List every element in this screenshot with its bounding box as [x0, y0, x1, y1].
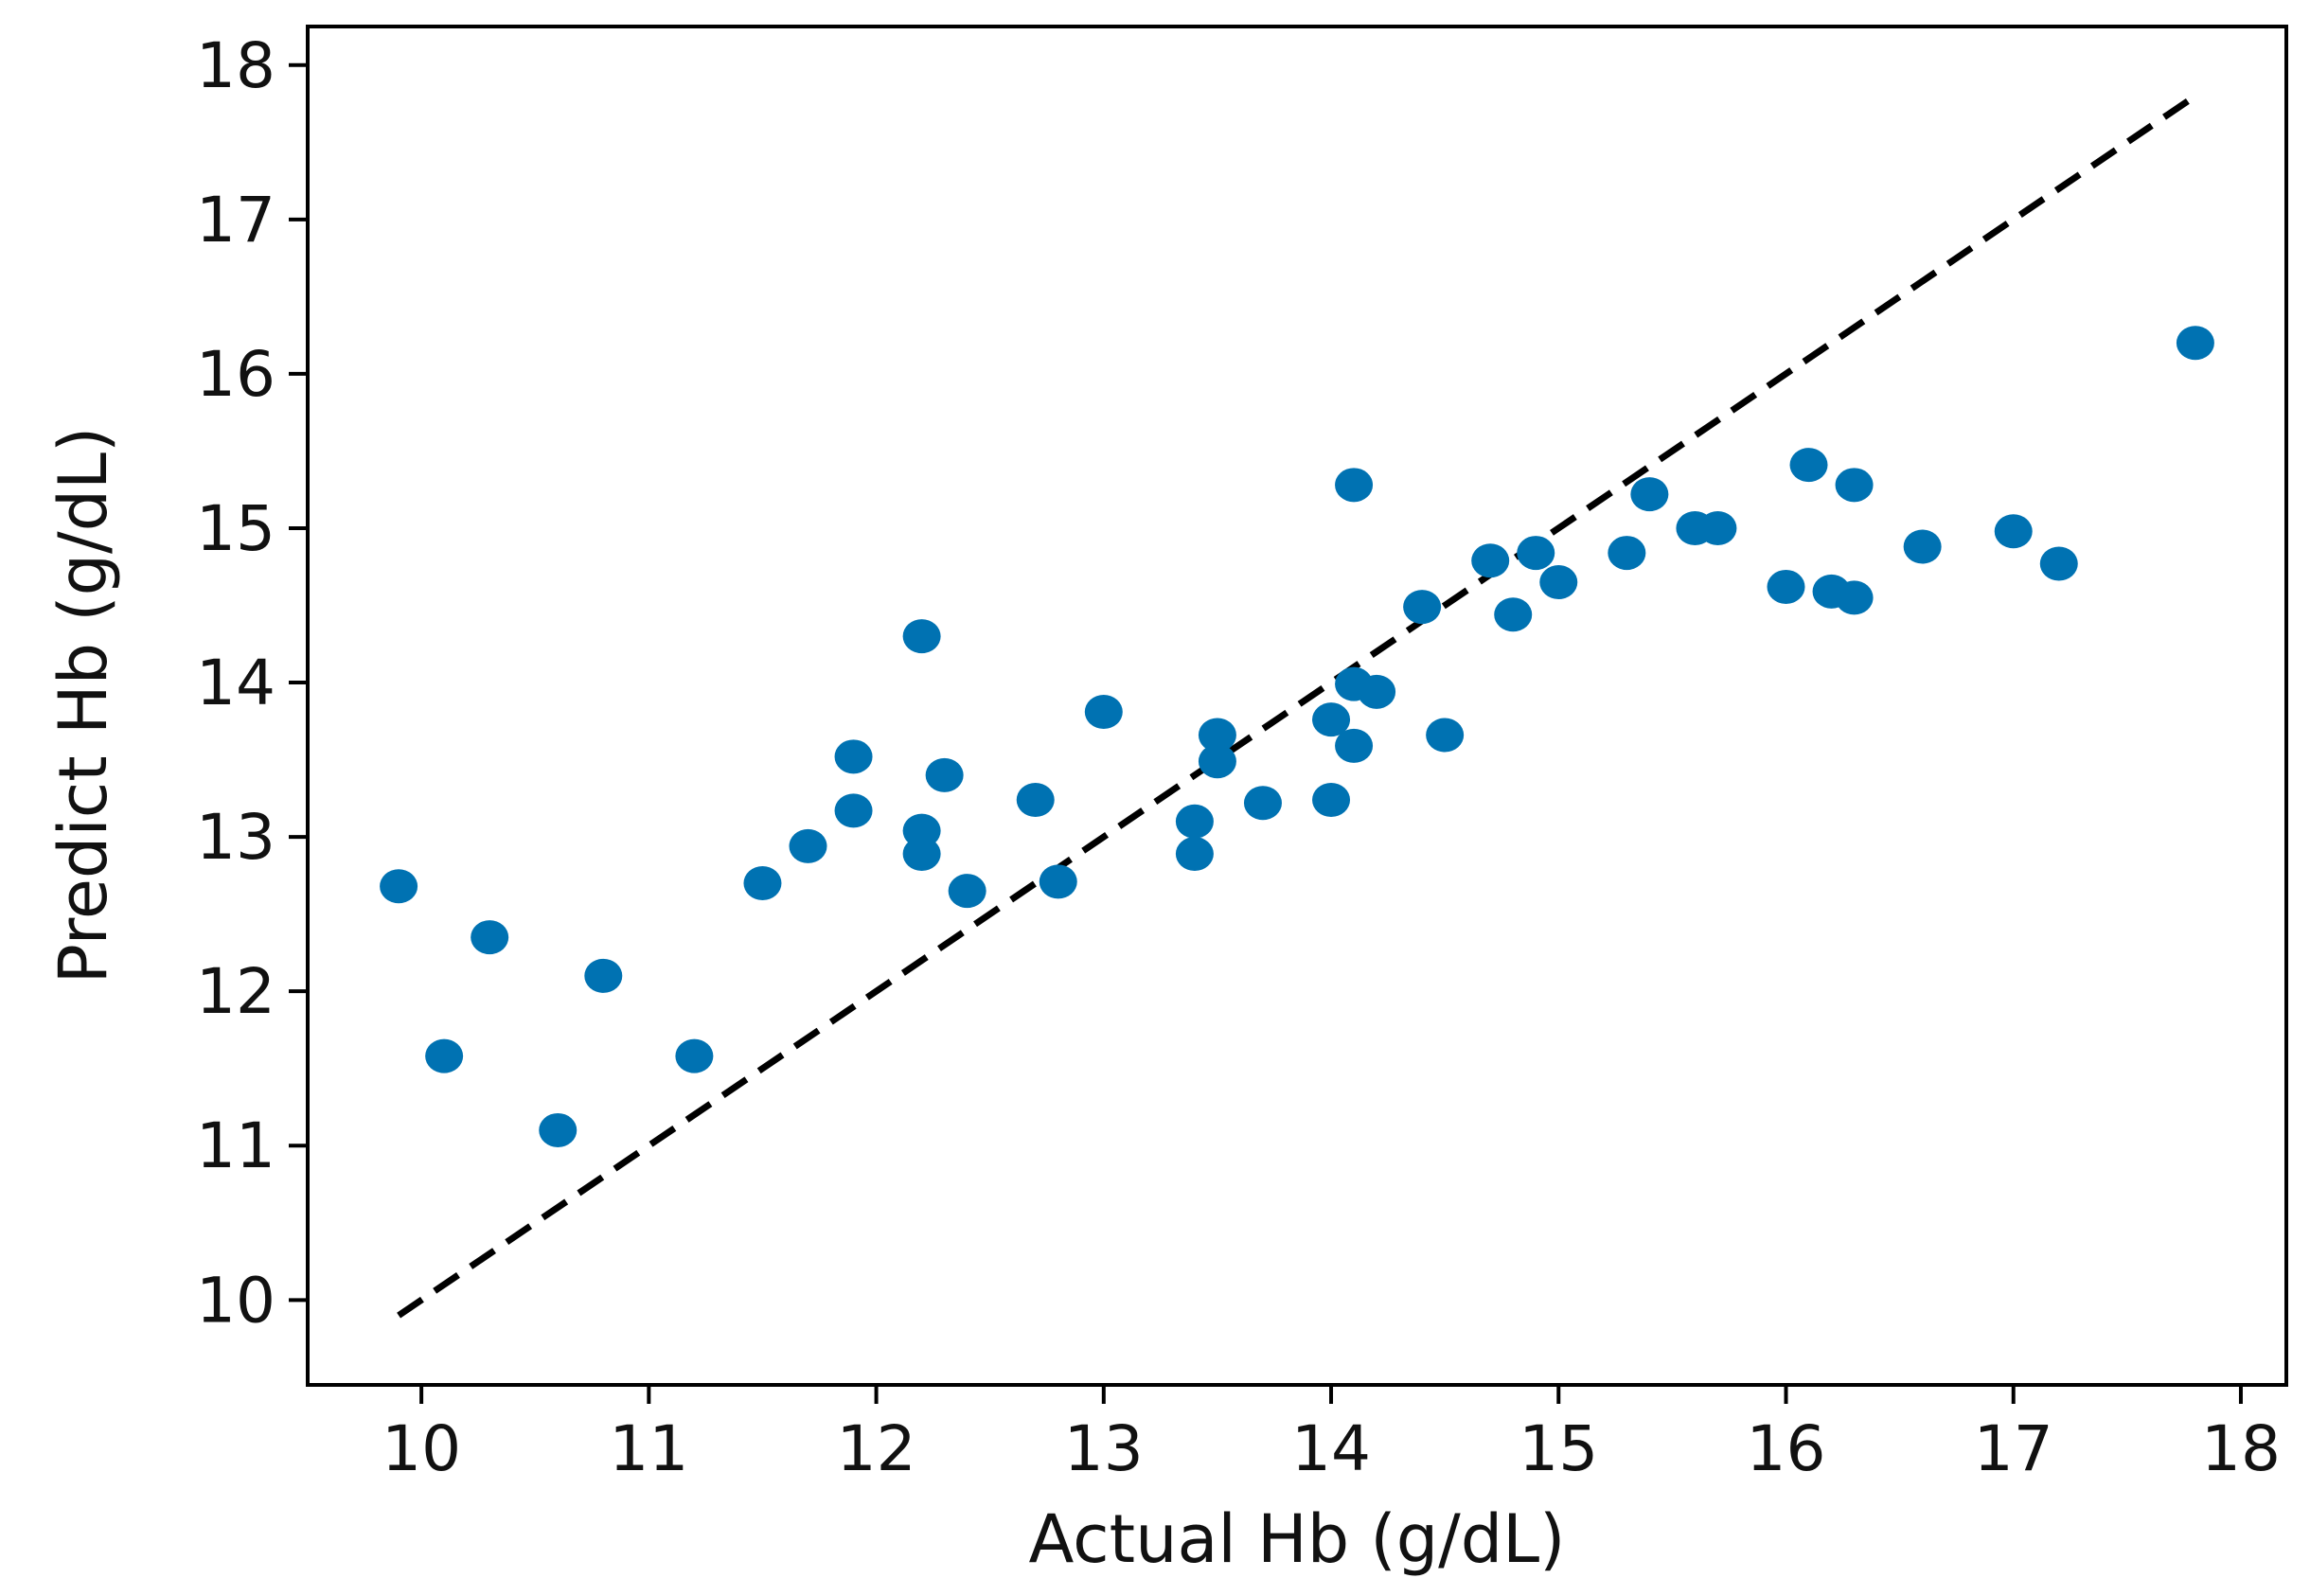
data-point: [1084, 695, 1123, 730]
y-tick-label: 11: [196, 1109, 275, 1182]
x-tick-label: 12: [837, 1412, 916, 1485]
data-point: [1358, 674, 1396, 709]
data-point: [1835, 580, 1874, 615]
y-tick-label: 10: [196, 1264, 275, 1337]
data-point: [1175, 804, 1214, 839]
data-point: [1494, 597, 1533, 632]
y-axis: 10 11 12 13 14 15 16 17 18: [196, 29, 308, 1337]
data-point: [539, 1112, 578, 1147]
plot-frame: [306, 25, 2288, 1387]
data-point: [1471, 543, 1510, 578]
y-tick-label: 15: [196, 492, 275, 565]
x-tick-label: 14: [1291, 1412, 1371, 1485]
x-axis-label: Actual Hb (g/dL): [1029, 1500, 1566, 1578]
data-point: [425, 1038, 464, 1073]
data-point: [1789, 448, 1828, 483]
data-point: [1312, 702, 1351, 737]
x-tick-label: 16: [1747, 1412, 1826, 1485]
y-tick-label: 12: [196, 955, 275, 1028]
x-tick-label: 15: [1519, 1412, 1598, 1485]
data-point: [1175, 837, 1214, 872]
data-point: [789, 828, 827, 863]
data-point: [675, 1038, 714, 1073]
y-axis-label: Predict Hb (g/dL): [44, 427, 122, 984]
y-tick-label: 14: [196, 647, 275, 719]
data-point: [1903, 529, 1942, 564]
reference-line: [397, 93, 2197, 1319]
data-point: [471, 920, 509, 955]
data-point: [1994, 514, 2033, 549]
y-tick-label: 17: [196, 184, 275, 257]
data-point: [1198, 718, 1236, 753]
data-point: [834, 739, 873, 774]
data-point: [1335, 728, 1374, 763]
data-point: [743, 866, 782, 901]
data-point: [925, 757, 964, 792]
x-tick-label: 11: [609, 1412, 688, 1485]
data-points: [380, 326, 2214, 1147]
data-point: [380, 869, 418, 904]
data-point: [1698, 510, 1737, 545]
data-point: [1426, 718, 1465, 753]
data-point: [1403, 590, 1442, 625]
data-point: [834, 793, 873, 828]
data-point: [948, 874, 986, 909]
x-tick-label: 10: [382, 1412, 461, 1485]
data-point: [2039, 546, 2078, 581]
data-point: [1243, 786, 1282, 821]
data-point: [902, 619, 941, 654]
data-point: [1517, 536, 1555, 571]
data-point: [1835, 468, 1874, 503]
data-point: [584, 958, 623, 993]
data-point: [902, 837, 941, 872]
data-point: [2176, 326, 2214, 361]
data-point: [1630, 477, 1669, 512]
data-point: [1335, 468, 1374, 503]
data-point: [1198, 744, 1236, 779]
y-tick-label: 16: [196, 338, 275, 411]
y-tick-label: 13: [196, 801, 275, 874]
data-point: [1016, 782, 1055, 817]
y-tick-label: 18: [196, 29, 275, 102]
data-point: [1039, 864, 1077, 899]
x-axis: 10 11 12 13 14 15 16 17 18: [382, 1385, 2281, 1485]
x-tick-label: 18: [2201, 1412, 2281, 1485]
data-point: [1312, 782, 1351, 817]
x-tick-label: 13: [1064, 1412, 1144, 1485]
data-point: [1767, 569, 1805, 604]
x-tick-label: 17: [1974, 1412, 2053, 1485]
data-point: [1608, 536, 1646, 571]
data-point: [1539, 565, 1578, 600]
